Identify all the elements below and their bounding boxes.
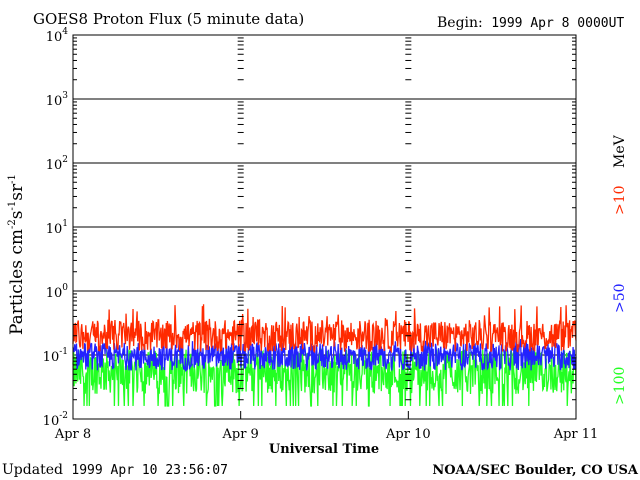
y-axis-label-mid2: sr xyxy=(7,183,27,201)
footer-updated: Updated 1999 Apr 10 23:56:07 xyxy=(2,462,228,478)
series-line-0 xyxy=(72,304,577,354)
plot-frame xyxy=(72,34,577,420)
legend-gt50: >50 xyxy=(612,283,628,313)
grid-lines xyxy=(73,98,576,356)
legend-gt100: >100 xyxy=(612,367,628,405)
x-axis-label: Universal Time xyxy=(269,442,379,457)
y-axis-label-exp1: -2 xyxy=(7,219,18,229)
y-tick-exponent: -2 xyxy=(59,411,68,421)
y-tick-base: 10 xyxy=(46,222,63,237)
y-tick-base: 10 xyxy=(43,350,60,365)
y-tick-exponent: 1 xyxy=(62,219,68,229)
y-tick-base: 10 xyxy=(46,94,63,109)
x-tick-label: Apr 9 xyxy=(222,427,259,442)
y-tick-label: 10-2 xyxy=(43,411,68,429)
begin-label-text: Begin: xyxy=(437,15,483,31)
series-line-1 xyxy=(72,338,577,373)
y-axis-label: Particles cm-2s-1sr-1 xyxy=(7,174,27,335)
footer-updated-label: Updated xyxy=(2,462,63,478)
legend-gt10: >10 xyxy=(612,185,628,215)
y-tick-exponent: -1 xyxy=(59,347,68,357)
y-tick-base: 10 xyxy=(43,414,60,429)
y-axis-label-exp3: -1 xyxy=(7,174,18,184)
y-tick-label: 102 xyxy=(46,155,68,173)
y-tick-label: 103 xyxy=(46,91,69,109)
x-tick-label: Apr 8 xyxy=(54,427,91,442)
y-tick-base: 10 xyxy=(46,30,63,45)
y-axis-label-main: Particles cm xyxy=(7,229,27,335)
x-tick-label: Apr 11 xyxy=(553,427,599,442)
x-tick-label: Apr 10 xyxy=(385,427,431,442)
series-layer xyxy=(72,304,577,407)
legend-units: MeV xyxy=(612,134,628,168)
footer-updated-value: 1999 Apr 10 23:56:07 xyxy=(71,463,228,478)
y-tick-label: 10-1 xyxy=(43,347,68,365)
begin-value: 1999 Apr 8 0000UT xyxy=(491,16,624,31)
y-tick-label: 104 xyxy=(46,27,69,45)
footer-credit: NOAA/SEC Boulder, CO USA xyxy=(432,463,639,478)
y-tick-label: 101 xyxy=(46,219,68,237)
y-tick-label: 100 xyxy=(46,283,69,301)
plot-border xyxy=(72,34,577,420)
y-tick-exponent: 3 xyxy=(62,91,68,101)
x-axis-ticks: Apr 8 Apr 9 Apr 10 Apr 11 xyxy=(54,411,598,442)
y-axis-label-exp2: -1 xyxy=(7,201,18,211)
y-axis-label-mid1: s xyxy=(7,211,27,220)
y-tick-exponent: 4 xyxy=(62,27,68,37)
y-tick-exponent: 2 xyxy=(62,155,68,165)
y-tick-base: 10 xyxy=(46,286,63,301)
y-tick-base: 10 xyxy=(46,158,63,173)
begin-label: Begin: 1999 Apr 8 0000UT xyxy=(437,15,624,31)
y-tick-exponent: 0 xyxy=(62,283,68,293)
chart-title: GOES8 Proton Flux (5 minute data) xyxy=(33,10,304,28)
